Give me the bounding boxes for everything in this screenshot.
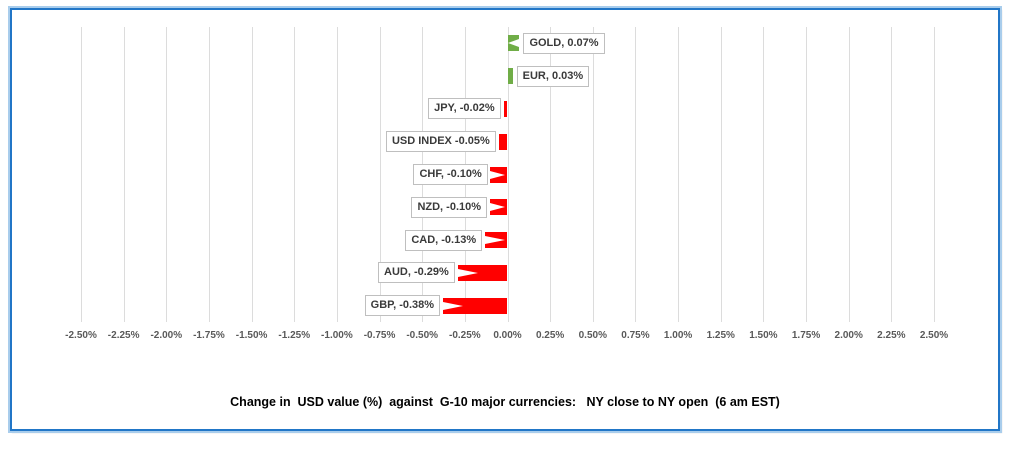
bar-jpy [504, 100, 508, 117]
bar-label-usd-index: USD INDEX -0.05% [385, 131, 496, 153]
bar-label-aud: AUD, -0.29% [378, 262, 455, 284]
x-tick-label: 1.00% [663, 330, 693, 341]
x-tick-label: 2.00% [834, 330, 863, 341]
chart-title: Change in USD value (%) against G-10 maj… [230, 395, 780, 409]
bar-label-jpy: JPY, -0.02% [428, 98, 501, 120]
x-tick-label: -1.50% [235, 330, 268, 341]
x-tick-label: 1.25% [706, 330, 735, 341]
bar-label-cad: CAD, -0.13% [405, 229, 483, 251]
x-tick-label: 0.50% [578, 330, 607, 341]
gridline [294, 27, 296, 322]
x-tick-label: 1.75% [791, 330, 821, 341]
bar-label-nzd: NZD, -0.10% [411, 196, 488, 218]
gridline [81, 27, 82, 322]
gridline [592, 27, 594, 322]
gridline [251, 27, 253, 322]
bar-label-gbp: GBP, -0.38% [364, 295, 441, 317]
x-tick-label: 2.50% [919, 330, 949, 341]
x-tick-label: 0.75% [621, 330, 650, 341]
bar-label-chf: CHF, -0.10% [413, 164, 488, 185]
x-tick-label: -1.75% [193, 330, 225, 341]
gridline [336, 27, 338, 322]
gridline [678, 27, 680, 322]
gridline [208, 27, 210, 322]
x-tick-label: 0.00% [493, 330, 522, 341]
x-tick-label: -2.00% [150, 330, 183, 341]
gridline [891, 27, 893, 322]
chart-frame: -2.50% -2.25% -2.00% -1.75% -1.50% -1.25% -1.0… [10, 8, 1000, 431]
gridline [635, 27, 637, 322]
x-tick-label: 1.50% [749, 330, 778, 341]
x-tick-label: 2.25% [877, 330, 906, 341]
label-leader-wedge [490, 203, 506, 212]
label-leader-wedge [442, 301, 463, 310]
x-tick-label: -0.50% [406, 330, 439, 341]
x-tick-label: -1.00% [321, 330, 353, 341]
gridline [806, 27, 808, 322]
x-tick-label: -2.50% [65, 330, 97, 341]
gridline [763, 27, 765, 322]
label-leader-wedge [508, 39, 520, 48]
gridline [720, 27, 722, 322]
x-tick-label: -1.25% [278, 330, 311, 341]
gridline [123, 27, 125, 322]
x-tick-label: 0.25% [535, 330, 565, 341]
bar-label-gold: GOLD, 0.07% [523, 32, 605, 54]
gridline [166, 27, 168, 322]
gridline [934, 27, 935, 322]
label-leader-wedge [490, 170, 506, 179]
gridline [848, 27, 850, 322]
label-leader-wedge [485, 236, 506, 245]
gridline [507, 27, 509, 322]
x-tick-label: -2.25% [107, 330, 140, 341]
label-leader-wedge [458, 268, 479, 277]
bar-label-eur: EUR, 0.03% [516, 65, 590, 87]
gridline [379, 27, 381, 322]
gridline [550, 27, 552, 322]
x-tick-label: -0.75% [363, 330, 396, 341]
bar-eur [507, 68, 513, 85]
x-tick-label: -0.25% [449, 330, 481, 341]
plot-area: -2.50% -2.25% -2.00% -1.75% -1.50% -1.25% -1.0… [12, 10, 998, 429]
bar-usd-index [498, 133, 508, 150]
